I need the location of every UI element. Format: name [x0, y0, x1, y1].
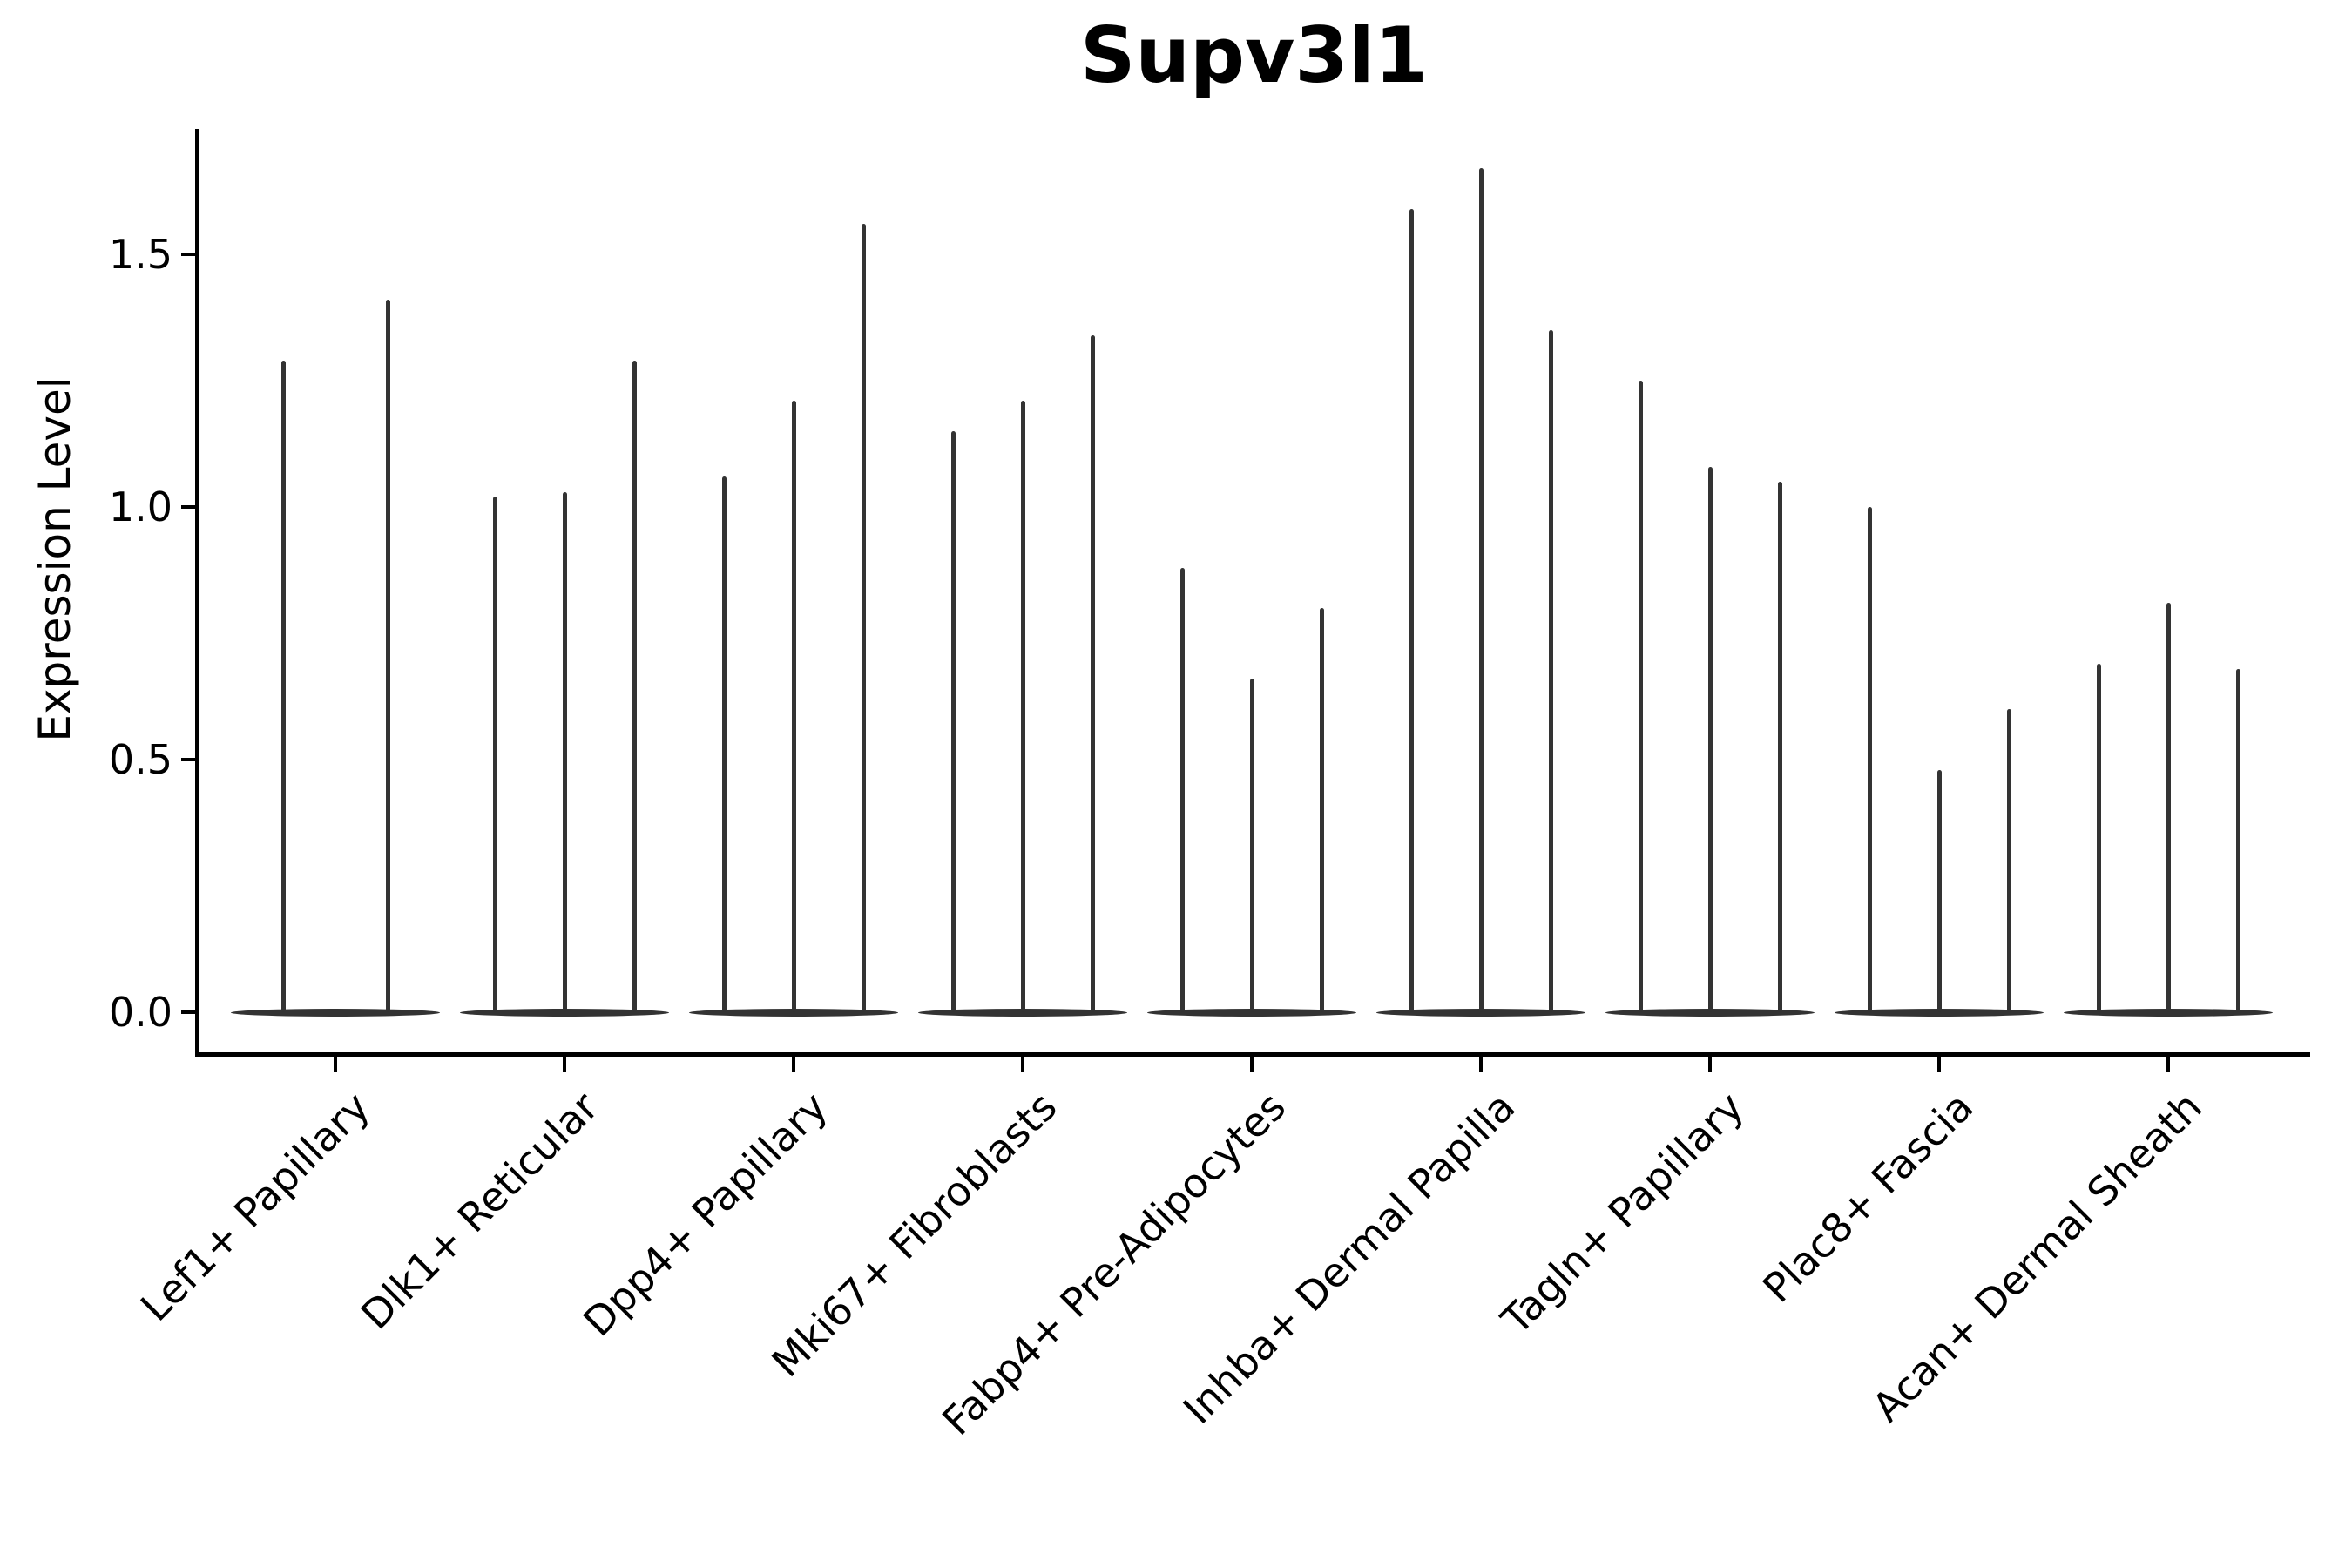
y-tick: [181, 253, 195, 256]
violin-spike: [791, 401, 796, 1012]
y-tick-label: 0.0: [108, 989, 172, 1036]
x-tick-label: Acan+ Dermal Sheath: [1863, 1083, 2212, 1431]
violin-spike: [1707, 466, 1713, 1012]
bottom-spine: [195, 1052, 2310, 1057]
y-tick-label: 0.5: [108, 736, 172, 783]
violin-spike: [1777, 482, 1782, 1012]
violin-spike: [385, 300, 390, 1012]
violin-base: [1835, 1008, 2044, 1017]
violin-base: [231, 1008, 440, 1017]
violin-spike: [1478, 168, 1484, 1012]
violin-spike: [1179, 567, 1185, 1012]
x-tick: [1708, 1057, 1712, 1072]
violin-base: [918, 1008, 1127, 1017]
violin-spike: [721, 476, 727, 1012]
violin-base: [1147, 1008, 1356, 1017]
violin-base: [1376, 1008, 1585, 1017]
violin-spike: [1867, 507, 1872, 1012]
x-tick: [2166, 1057, 2170, 1072]
x-tick: [563, 1057, 566, 1072]
violin-base: [460, 1008, 669, 1017]
violin-spike: [2006, 709, 2011, 1012]
violin-spike: [2096, 663, 2101, 1012]
violin-spike: [950, 431, 956, 1012]
y-axis-label: Expression Level: [30, 376, 80, 742]
violin-spike: [1020, 401, 1025, 1012]
violin-spike: [2235, 668, 2240, 1012]
chart-title: Supv3l1: [1079, 10, 1428, 100]
y-tick: [181, 1010, 195, 1014]
violin-spike: [492, 497, 497, 1012]
violin-spike: [1936, 769, 1942, 1012]
x-tick: [1021, 1057, 1024, 1072]
violin-base: [689, 1008, 898, 1017]
y-tick-label: 1.5: [108, 231, 172, 278]
x-tick: [334, 1057, 337, 1072]
y-tick-label: 1.0: [108, 483, 172, 531]
violin-spike: [1548, 330, 1553, 1012]
violin-spike: [1638, 381, 1643, 1012]
violin-spike: [1319, 608, 1324, 1012]
x-tick: [1937, 1057, 1941, 1072]
violin-spike: [2166, 603, 2171, 1012]
violin-spike: [632, 360, 637, 1012]
violin-spike: [1249, 679, 1254, 1012]
x-tick: [1479, 1057, 1483, 1072]
violin-spike: [562, 491, 567, 1012]
x-tick: [792, 1057, 795, 1072]
y-tick: [181, 505, 195, 509]
violin-spike: [1090, 335, 1095, 1012]
y-tick: [181, 758, 195, 761]
left-spine: [195, 129, 199, 1057]
violin-spike: [861, 224, 866, 1012]
violin-base: [1605, 1008, 1815, 1017]
x-tick: [1250, 1057, 1254, 1072]
violin-spike: [280, 360, 286, 1012]
violin-spike: [1409, 208, 1414, 1012]
violin-base: [2064, 1008, 2273, 1017]
